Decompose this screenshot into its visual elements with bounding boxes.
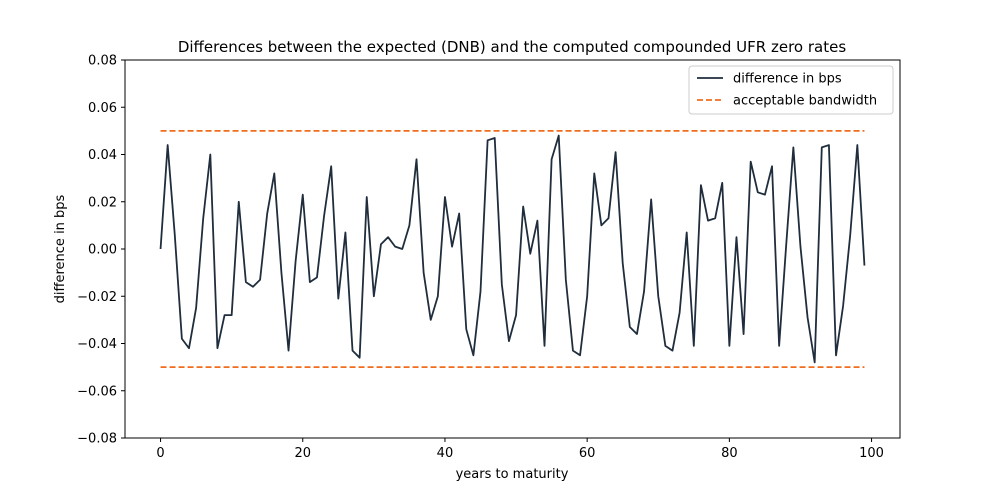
y-tick-label: 0.02 bbox=[88, 195, 117, 210]
x-tick-label: 100 bbox=[859, 446, 884, 461]
x-tick-label: 40 bbox=[437, 446, 454, 461]
plot-area bbox=[159, 129, 866, 369]
legend-box bbox=[688, 65, 894, 115]
legend: difference in bps acceptable bandwidth bbox=[688, 65, 894, 115]
y-tick-label: 0.00 bbox=[88, 243, 117, 258]
y-tick-label: −0.02 bbox=[77, 290, 117, 305]
y-axis-label: difference in bps bbox=[53, 194, 68, 303]
y-tick-label: 0.08 bbox=[88, 54, 117, 69]
y-tick-label: −0.08 bbox=[77, 432, 117, 447]
y-tick-label: 0.06 bbox=[88, 101, 117, 116]
chart-title: Differences between the expected (DNB) a… bbox=[178, 38, 846, 56]
legend-label: acceptable bandwidth bbox=[733, 94, 877, 109]
x-tick-label: 60 bbox=[579, 446, 596, 461]
x-tick-label: 20 bbox=[294, 446, 311, 461]
x-tick-label: 80 bbox=[721, 446, 738, 461]
y-tick-label: −0.04 bbox=[77, 337, 117, 352]
x-tick-label: 0 bbox=[156, 446, 164, 461]
series-line-0 bbox=[159, 134, 866, 364]
y-tick-label: −0.06 bbox=[77, 384, 117, 399]
x-axis-label: years to maturity bbox=[456, 467, 569, 482]
axes: 0 20 40 60 80 100 −0.08 −0.06 −0.04 −0.02 0.00 0.02… bbox=[77, 54, 901, 461]
y-tick-label: 0.04 bbox=[88, 148, 117, 163]
axes-frame bbox=[124, 59, 901, 439]
legend-label: difference in bps bbox=[733, 72, 842, 87]
